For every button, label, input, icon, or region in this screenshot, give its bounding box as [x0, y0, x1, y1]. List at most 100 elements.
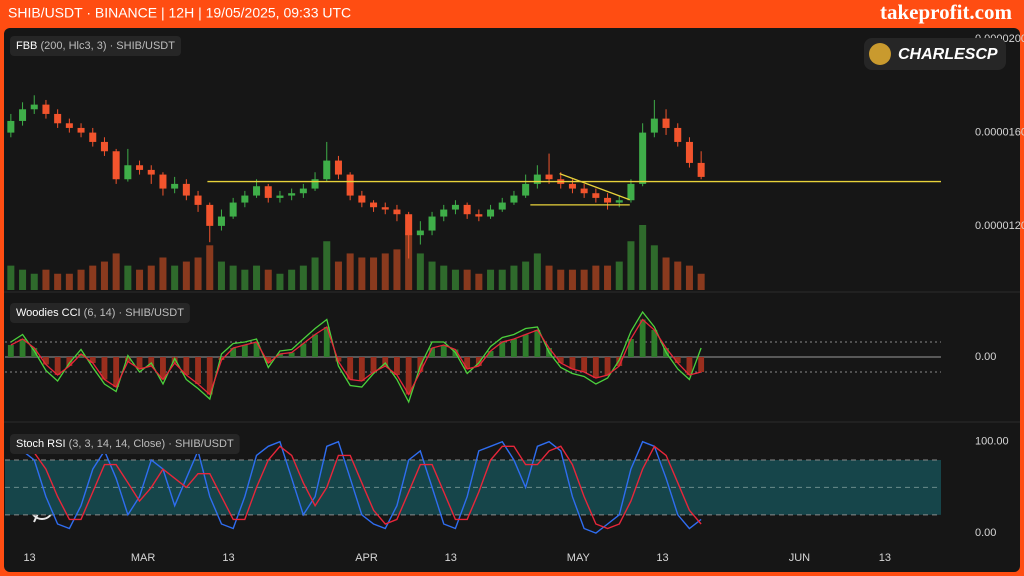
volume-bar [323, 241, 331, 290]
volume-bar [451, 269, 459, 290]
candle-body [498, 202, 506, 210]
candle-body [451, 204, 459, 210]
candle-body [334, 160, 342, 175]
volume-bar [147, 265, 155, 290]
candle-body [440, 209, 448, 217]
stoch-line [10, 443, 702, 530]
candle-body [639, 132, 647, 184]
volume-bar [334, 261, 342, 290]
volume-bar [393, 249, 401, 290]
volume-bar [89, 265, 97, 290]
indicator-name: Stoch RSI [16, 438, 66, 450]
x-tick-label: 13 [656, 552, 668, 564]
cci-histogram-bar [195, 357, 201, 384]
volume-bar [370, 257, 378, 290]
cci-histogram-bar [592, 357, 599, 378]
volume-bar [77, 269, 85, 290]
cci-histogram-bar [651, 330, 658, 357]
volume-bar [65, 273, 73, 290]
volume-bar [7, 265, 15, 290]
candle-body [253, 186, 261, 196]
badge-text: CHARLESCP [898, 46, 998, 63]
volume-bar [405, 233, 413, 290]
legend: Woodies CCI (6, 14) · SHIB/USDT [10, 303, 190, 323]
candle-body [592, 193, 600, 198]
y-tick-label: 0.00 [975, 351, 996, 363]
candle-body [30, 104, 38, 110]
candle-body [487, 209, 495, 217]
candle-body [463, 204, 471, 215]
volume-bar [124, 265, 132, 290]
candle-body [19, 109, 27, 121]
volume-bar [311, 257, 319, 290]
volume-bar [264, 269, 272, 290]
cci-histogram-bar [253, 342, 260, 357]
volume-bar [136, 269, 144, 290]
cci-histogram-bar [581, 357, 588, 372]
volume-bar [592, 265, 600, 290]
candle-body [685, 141, 693, 163]
cci-histogram-bar [66, 357, 73, 366]
cci-histogram-bar [265, 357, 272, 363]
volume-bar [475, 273, 483, 290]
volume-bar [627, 241, 635, 290]
candle-body [264, 186, 272, 198]
cci-histogram-bar [569, 357, 576, 369]
cci-histogram-bar [78, 354, 84, 357]
volume-bar [639, 225, 647, 290]
volume-bar [159, 257, 167, 290]
candle-body [65, 123, 73, 128]
badge: CHARLESCP [864, 38, 1006, 70]
cci-histogram-bar [124, 357, 131, 362]
cci-histogram-bar [43, 357, 49, 365]
indicator-symbol: · SHIB/USDT [119, 307, 185, 319]
cci-histogram-bar [160, 357, 166, 380]
cci-histogram-bar [464, 357, 471, 369]
volume-bar [510, 265, 518, 290]
candle-body [241, 195, 249, 203]
cci-histogram-bar [335, 357, 342, 362]
candle-body [7, 120, 15, 133]
candle-body [510, 195, 518, 203]
cci-histogram-bar [206, 357, 213, 395]
candle-body [346, 174, 354, 196]
candle-body [522, 183, 530, 196]
header-title: SHIB/USDT · BINANCE | 12H | 19/05/2025, … [8, 5, 351, 21]
cci-histogram-bar [277, 354, 283, 357]
cci-histogram-bar [628, 339, 634, 357]
x-tick-label: 13 [879, 552, 891, 564]
volume-bar [381, 253, 389, 290]
badge-icon [869, 43, 891, 65]
x-tick-label: JUN [789, 552, 810, 564]
cci-histogram-bar [698, 357, 705, 372]
volume-bar [194, 257, 202, 290]
volume-bar [440, 265, 448, 290]
legend-text: Woodies CCI (6, 14) · SHIB/USDT [16, 307, 184, 319]
candle-body [100, 141, 108, 152]
candle-body [159, 174, 167, 189]
candle-body [674, 127, 682, 142]
cci-histogram-bar [183, 357, 190, 375]
volume-bar [182, 261, 190, 290]
candle-body [124, 165, 132, 180]
cci-histogram-bar [604, 357, 611, 375]
cci-histogram-bar [323, 327, 330, 357]
cci-histogram-bar [686, 357, 693, 375]
candle-body [650, 118, 658, 133]
candle-body [171, 183, 179, 189]
candle-body [147, 169, 155, 175]
cci-histogram-bar [557, 357, 564, 363]
candle-body [229, 202, 237, 217]
site-name[interactable]: takeprofit.com [880, 0, 1013, 24]
candle-body [697, 162, 705, 177]
cci-histogram-bar [241, 345, 248, 357]
volume-bar [54, 273, 62, 290]
candle-body [112, 151, 120, 180]
volume-bar [428, 261, 436, 290]
candle-body [662, 118, 670, 128]
chart-panel [4, 28, 1020, 572]
volume-bar [498, 269, 506, 290]
legend-bg [10, 36, 181, 56]
